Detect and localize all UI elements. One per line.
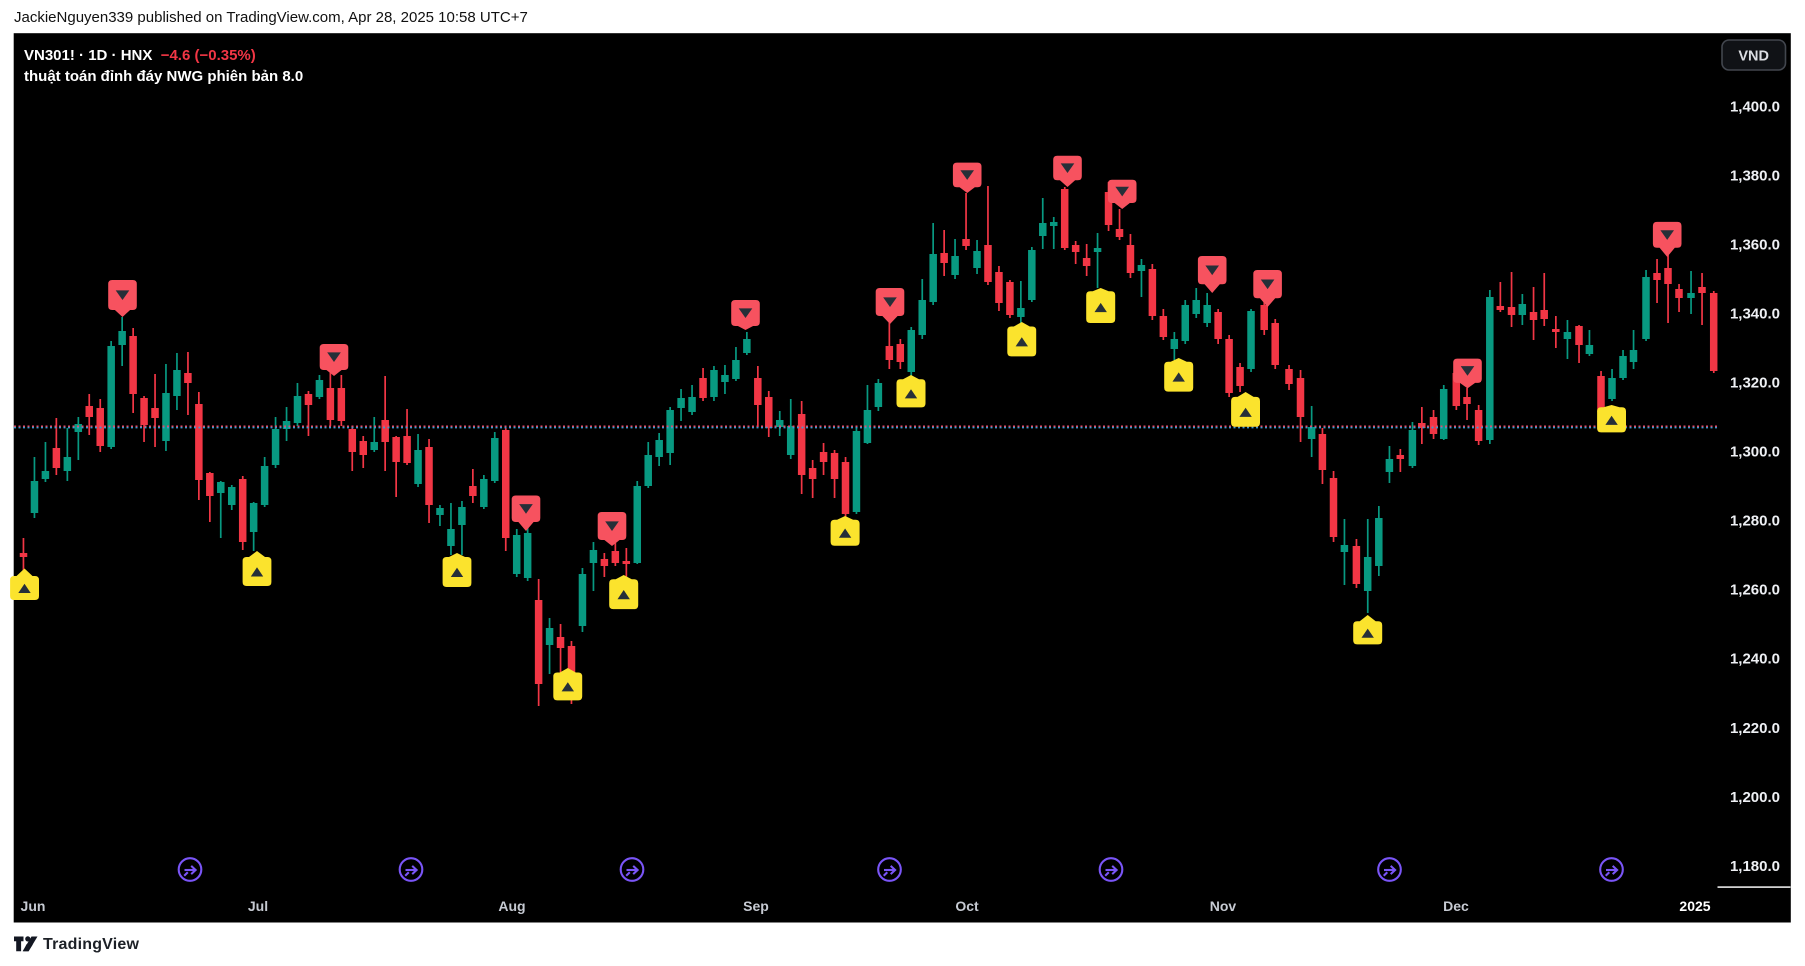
svg-text:1,300.0: 1,300.0 [1730, 444, 1780, 461]
svg-text:Oct: Oct [955, 898, 979, 914]
svg-text:1,340.0: 1,340.0 [1730, 306, 1780, 323]
svg-text:Nov: Nov [1210, 898, 1237, 914]
svg-text:Dec: Dec [1443, 898, 1469, 914]
svg-text:VND: VND [1738, 48, 1769, 64]
svg-text:1,360.0: 1,360.0 [1730, 237, 1780, 254]
svg-text:thuật toán đỉnh đáy NWG phiên: thuật toán đỉnh đáy NWG phiên bản 8.0 [24, 68, 303, 85]
svg-text:1,180.0: 1,180.0 [1730, 858, 1780, 875]
svg-text:2025: 2025 [1679, 898, 1710, 914]
svg-text:1,320.0: 1,320.0 [1730, 375, 1780, 392]
svg-text:Jul: Jul [248, 898, 268, 914]
svg-text:1,220.0: 1,220.0 [1730, 720, 1780, 737]
svg-text:1,380.0: 1,380.0 [1730, 168, 1780, 185]
svg-text:VN301! · 1D · HNX −4.6 (−0.35: VN301! · 1D · HNX −4.6 (−0.35%) [24, 47, 256, 64]
svg-text:1,400.0: 1,400.0 [1730, 99, 1780, 116]
svg-text:1,240.0: 1,240.0 [1730, 651, 1780, 668]
svg-text:1,260.0: 1,260.0 [1730, 582, 1780, 599]
svg-text:Jun: Jun [21, 898, 46, 914]
svg-text:1,200.0: 1,200.0 [1730, 789, 1780, 806]
svg-text:1,280.0: 1,280.0 [1730, 513, 1780, 530]
svg-text:Aug: Aug [498, 898, 525, 914]
svg-text:Sep: Sep [743, 898, 769, 914]
